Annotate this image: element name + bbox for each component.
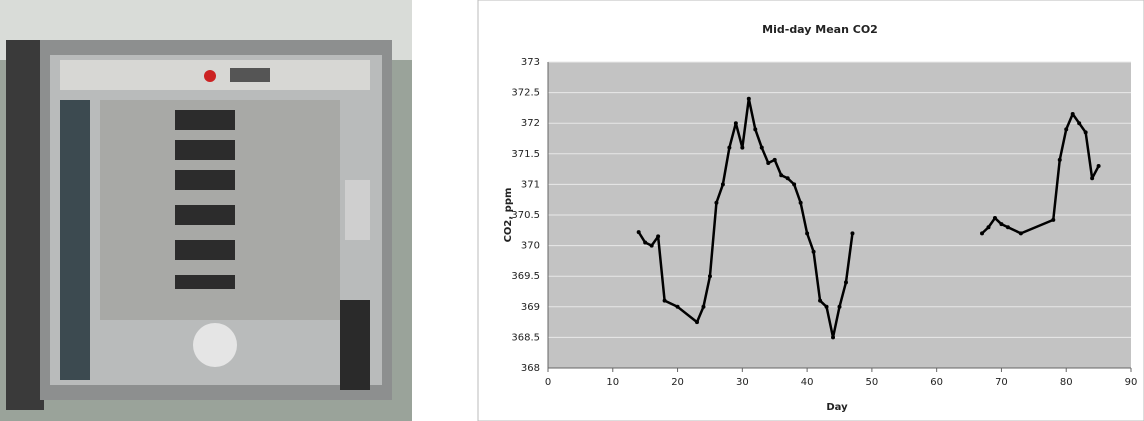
point bbox=[740, 145, 745, 150]
point bbox=[1077, 121, 1082, 126]
point bbox=[1096, 164, 1101, 169]
point bbox=[980, 231, 985, 236]
x-tick-label: 30 bbox=[736, 377, 749, 388]
cell bbox=[175, 140, 235, 160]
point bbox=[733, 121, 738, 126]
y-tick-label: 372 bbox=[521, 118, 540, 129]
point bbox=[1083, 130, 1088, 135]
point bbox=[999, 222, 1004, 227]
point bbox=[1057, 157, 1062, 162]
point bbox=[643, 240, 648, 245]
y-tick-label: 372.5 bbox=[511, 88, 540, 99]
cabling bbox=[60, 100, 90, 380]
button bbox=[204, 70, 216, 82]
point bbox=[785, 176, 790, 181]
fan bbox=[193, 323, 237, 367]
point bbox=[792, 182, 797, 187]
point bbox=[753, 127, 758, 132]
point bbox=[766, 160, 771, 165]
point bbox=[824, 304, 829, 309]
equipment-photo bbox=[0, 0, 412, 421]
power-supply bbox=[340, 300, 370, 390]
x-tick-label: 0 bbox=[545, 377, 551, 388]
y-axis-label: CO2, ppm bbox=[503, 188, 514, 243]
y-tick-label: 373 bbox=[521, 57, 540, 68]
point bbox=[811, 249, 816, 254]
point bbox=[831, 335, 836, 340]
point bbox=[636, 230, 641, 235]
point bbox=[707, 274, 712, 279]
x-axis-label: Day bbox=[826, 402, 848, 413]
point bbox=[714, 200, 719, 205]
y-tick-label: 370 bbox=[521, 241, 540, 252]
y-tick-label: 368 bbox=[521, 363, 540, 374]
point bbox=[746, 96, 751, 101]
point bbox=[1064, 127, 1069, 132]
point bbox=[1018, 231, 1023, 236]
point bbox=[675, 304, 680, 309]
chart-title: Mid-day Mean CO2 bbox=[762, 23, 878, 36]
point bbox=[1005, 225, 1010, 230]
point bbox=[656, 234, 661, 239]
cell bbox=[175, 170, 235, 190]
point bbox=[662, 298, 667, 303]
x-tick-label: 80 bbox=[1060, 377, 1073, 388]
y-tick-label: 371 bbox=[521, 179, 540, 190]
point bbox=[694, 320, 699, 325]
point bbox=[805, 231, 810, 236]
point bbox=[850, 231, 855, 236]
y-tick-label: 370.5 bbox=[511, 210, 540, 221]
point bbox=[986, 225, 991, 230]
point bbox=[779, 173, 784, 178]
enclosure-door bbox=[6, 40, 44, 410]
x-tick-label: 90 bbox=[1125, 377, 1138, 388]
point bbox=[759, 145, 764, 150]
point bbox=[843, 280, 848, 285]
cell bbox=[175, 275, 235, 289]
y-tick-label: 369.5 bbox=[511, 271, 540, 282]
point bbox=[1051, 217, 1056, 222]
cell bbox=[175, 110, 235, 130]
point bbox=[1070, 112, 1075, 117]
point bbox=[837, 304, 842, 309]
display bbox=[230, 68, 270, 82]
point bbox=[992, 216, 997, 221]
y-tick-label: 369 bbox=[521, 302, 540, 313]
x-tick-label: 20 bbox=[671, 377, 684, 388]
module bbox=[345, 180, 370, 240]
point bbox=[798, 200, 803, 205]
x-tick-label: 40 bbox=[801, 377, 814, 388]
point bbox=[720, 182, 725, 187]
point bbox=[1090, 176, 1095, 181]
x-tick-label: 50 bbox=[866, 377, 879, 388]
y-tick-label: 371.5 bbox=[511, 149, 540, 160]
point bbox=[649, 243, 654, 248]
x-tick-label: 60 bbox=[930, 377, 943, 388]
x-tick-label: 10 bbox=[606, 377, 619, 388]
y-tick-label: 368.5 bbox=[511, 332, 540, 343]
point bbox=[818, 298, 823, 303]
point bbox=[772, 157, 777, 162]
point bbox=[701, 304, 706, 309]
x-tick-label: 70 bbox=[995, 377, 1008, 388]
point bbox=[727, 145, 732, 150]
cell bbox=[175, 205, 235, 225]
cell bbox=[175, 240, 235, 260]
